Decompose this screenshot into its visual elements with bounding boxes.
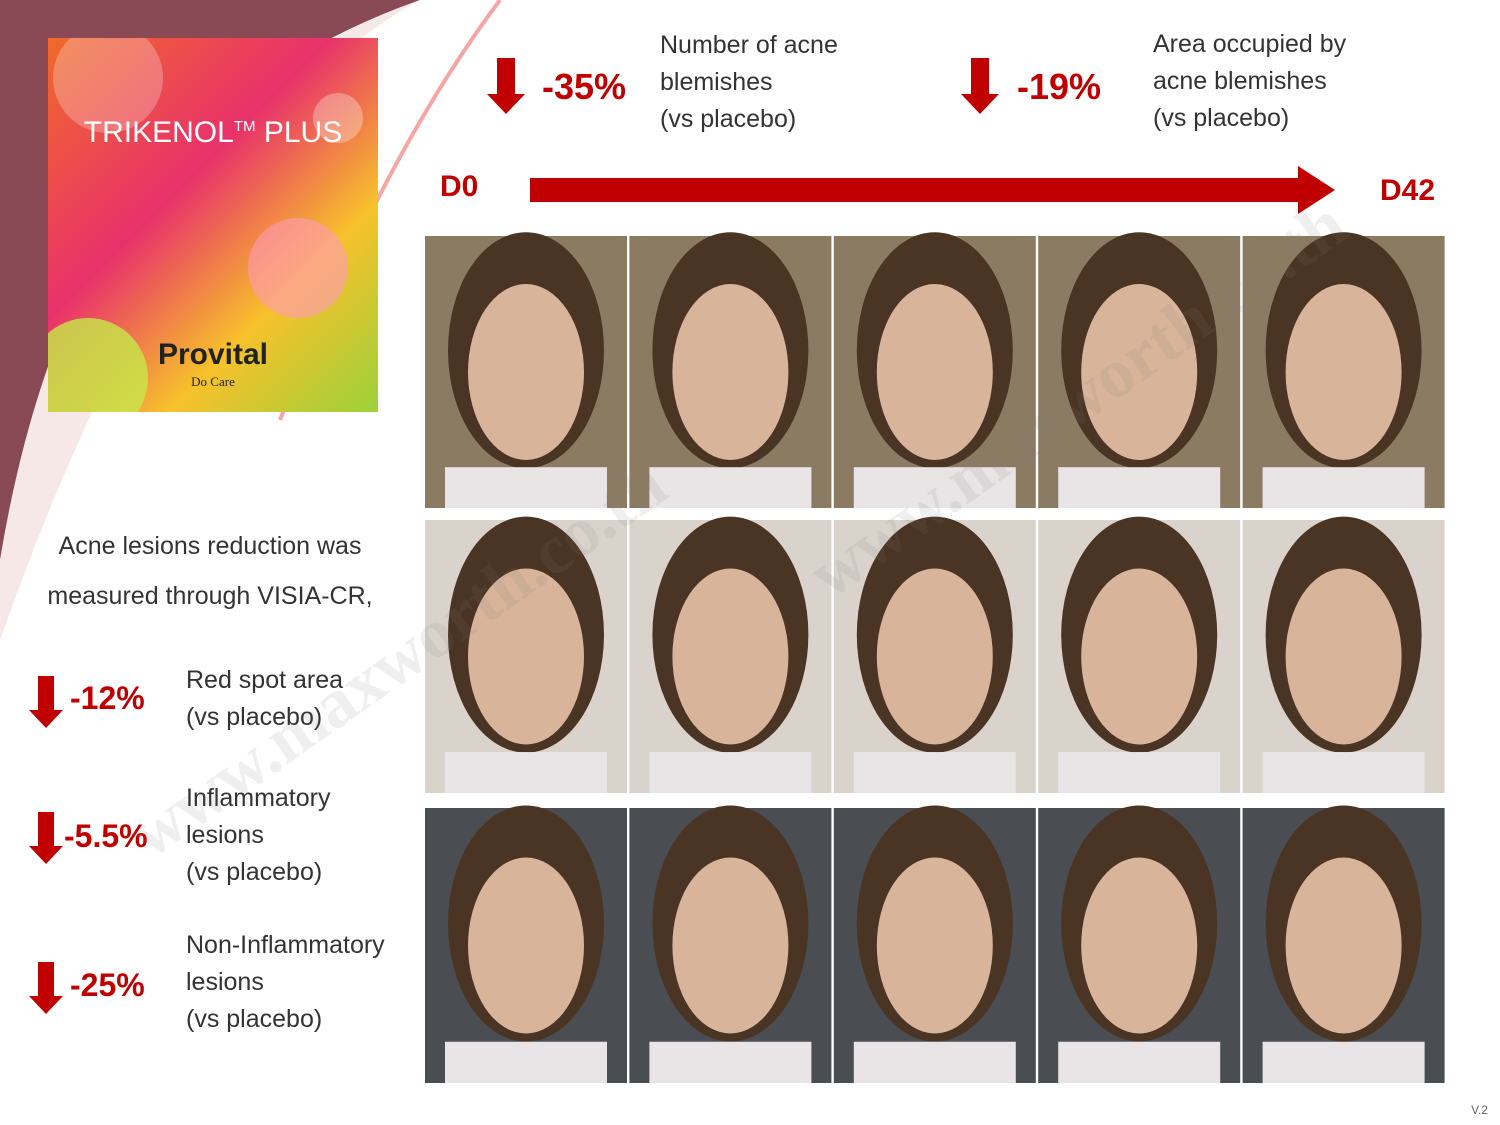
stat-value: -19% xyxy=(1017,66,1102,107)
shirt xyxy=(445,752,607,793)
photo-grid xyxy=(425,232,1445,1083)
timeline-start: D0 xyxy=(440,170,479,203)
stat-label: Number of acne blemishes (vs placebo) xyxy=(660,27,838,138)
face xyxy=(672,284,789,460)
down-arrow xyxy=(29,812,63,864)
stat-value: -35% xyxy=(542,66,627,107)
face xyxy=(1081,857,1198,1034)
shirt xyxy=(1262,1041,1425,1083)
face xyxy=(1285,284,1402,460)
text-line: Area occupied by xyxy=(1153,30,1347,58)
bubble xyxy=(248,218,348,318)
bubbles xyxy=(48,38,363,412)
timeline-arrowhead xyxy=(1298,166,1335,214)
face xyxy=(672,857,789,1034)
arrows xyxy=(29,58,999,1014)
face xyxy=(1285,857,1402,1034)
bubble xyxy=(48,318,148,412)
down-arrow xyxy=(487,58,525,114)
shirt xyxy=(1262,752,1425,793)
brand: Provital xyxy=(157,338,269,371)
face xyxy=(876,284,993,460)
face xyxy=(468,568,584,745)
intro-text: Acne lesions reduction was measured throu… xyxy=(20,521,400,621)
face xyxy=(876,857,993,1034)
stat-label: Inflammatory lesions (vs placebo) xyxy=(186,780,330,891)
face xyxy=(1285,568,1402,745)
face xyxy=(468,857,584,1034)
tagline: Do Care xyxy=(191,374,235,389)
timeline-bar xyxy=(530,178,1300,202)
shirt xyxy=(853,467,1016,508)
text-line: (vs placebo) xyxy=(186,858,323,886)
down-arrow xyxy=(961,58,999,114)
stat-label: Area occupied by acne blemishes (vs placeb… xyxy=(1153,26,1346,137)
shirt xyxy=(1262,467,1425,508)
product-title: TRIKENOLTM PLUS xyxy=(48,116,378,150)
shirt xyxy=(1058,752,1221,793)
trademark: TM xyxy=(233,118,256,135)
stat-value: -5.5% xyxy=(64,818,148,854)
face xyxy=(1081,568,1198,745)
text-line: (vs placebo) xyxy=(1153,104,1290,132)
text-line: lesions xyxy=(186,821,264,849)
text-line: Number of acne xyxy=(660,31,838,59)
face xyxy=(468,284,584,460)
shirt xyxy=(649,752,812,793)
text-line: Acne lesions reduction was xyxy=(58,532,362,560)
down-arrow xyxy=(29,676,63,728)
text-line: Non-Inflammatory xyxy=(186,931,385,959)
shirt xyxy=(649,1041,812,1083)
face xyxy=(1081,284,1198,460)
text-line: (vs placebo) xyxy=(660,105,797,133)
shirt xyxy=(853,752,1016,793)
down-arrow xyxy=(29,962,63,1014)
text-line: Inflammatory xyxy=(186,784,331,812)
shirt xyxy=(1058,467,1221,508)
text-line: blemishes xyxy=(660,68,773,96)
shirt xyxy=(445,467,607,508)
text-line: (vs placebo) xyxy=(186,703,323,731)
shirt xyxy=(1058,1041,1221,1083)
timeline-end: D42 xyxy=(1380,174,1436,207)
stat-value: -12% xyxy=(70,680,145,716)
text-line: measured through VISIA-CR, xyxy=(47,582,373,610)
product-card: TRIKENOLTM PLUS Provital Do Care xyxy=(48,38,378,412)
text-line: lesions xyxy=(186,968,264,996)
shirt xyxy=(649,467,812,508)
bubble xyxy=(53,38,163,133)
face xyxy=(672,568,789,745)
version: V.2 xyxy=(1471,1103,1488,1117)
product-suffix: PLUS xyxy=(263,116,343,149)
shirt xyxy=(853,1041,1016,1083)
product-name: TRIKENOL xyxy=(83,116,234,149)
face xyxy=(876,568,993,745)
stat-label: Non-Inflammatory lesions (vs placebo) xyxy=(186,927,385,1038)
text-line: acne blemishes xyxy=(1153,67,1327,95)
text-line: Red spot area xyxy=(186,666,344,694)
stat-label: Red spot area (vs placebo) xyxy=(186,662,343,736)
bubble xyxy=(313,93,363,143)
shirt xyxy=(445,1041,607,1083)
text-line: (vs placebo) xyxy=(186,1005,323,1033)
stat-value: -25% xyxy=(70,967,145,1003)
